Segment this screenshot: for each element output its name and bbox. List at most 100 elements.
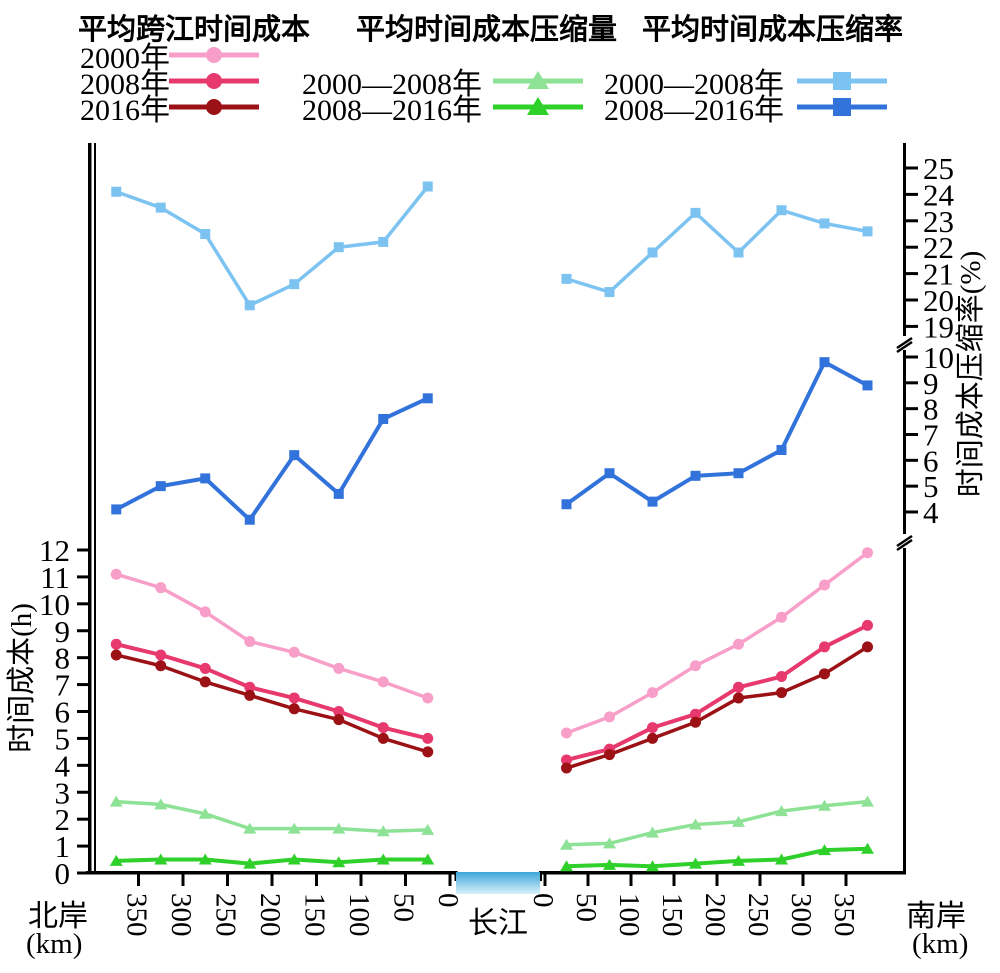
data-point xyxy=(378,413,389,424)
data-point xyxy=(819,668,830,680)
data-point xyxy=(333,488,344,499)
svg-text:7: 7 xyxy=(55,668,71,703)
data-point xyxy=(199,676,211,688)
series-平均时间成本压缩率-2000—2008年-south xyxy=(561,205,873,298)
data-point xyxy=(818,844,831,856)
data-point xyxy=(244,636,256,648)
data-point xyxy=(862,547,873,559)
svg-text:24: 24 xyxy=(923,177,955,212)
data-point xyxy=(732,815,745,827)
data-point xyxy=(733,681,744,693)
data-point xyxy=(733,247,744,258)
legend-item-label: 2000年 xyxy=(80,42,170,75)
svg-text:200: 200 xyxy=(699,893,731,937)
legend-item-label: 2008年 xyxy=(80,68,170,101)
data-point xyxy=(647,732,658,744)
svg-text:50: 50 xyxy=(388,893,420,922)
triangle-swatch xyxy=(493,97,583,115)
data-point xyxy=(421,853,435,865)
legend-header-cost: 平均跨江时间成本 xyxy=(78,14,311,46)
data-point xyxy=(861,795,874,807)
x-axis-north: 0 50 100 150 200 250 300 350 xyxy=(121,872,464,937)
data-point xyxy=(776,205,787,216)
svg-text:250: 250 xyxy=(210,893,242,937)
data-point xyxy=(332,822,346,834)
data-point xyxy=(333,714,345,726)
data-point xyxy=(199,606,211,618)
legend-item: 2008年 xyxy=(80,67,262,101)
legend-header-rate: 平均时间成本压缩率 xyxy=(642,14,904,46)
data-point xyxy=(775,805,788,817)
data-point xyxy=(333,662,345,674)
data-point xyxy=(422,393,433,404)
legend-item: 2016年 xyxy=(80,93,262,127)
series-平均时间成本压缩量-2008—2016年-south xyxy=(560,842,874,872)
data-point xyxy=(647,496,658,507)
svg-text:350: 350 xyxy=(828,893,860,937)
data-point xyxy=(776,444,787,455)
data-point xyxy=(333,706,345,717)
data-point xyxy=(733,468,744,479)
data-point xyxy=(377,722,389,734)
data-point xyxy=(560,838,573,850)
north-unit-label: (km) xyxy=(26,928,83,960)
series-平均跨江时间成本-2016年-south xyxy=(561,641,873,774)
square-swatch xyxy=(797,72,887,90)
data-point xyxy=(647,722,658,734)
legend-item-label: 2000—2008年 xyxy=(302,68,482,101)
data-point xyxy=(244,300,255,311)
svg-text:5: 5 xyxy=(923,469,939,504)
data-point xyxy=(819,641,830,653)
legend-item: 2000年 xyxy=(80,41,262,75)
data-point xyxy=(376,853,390,865)
data-point xyxy=(604,749,615,761)
data-point xyxy=(647,247,658,258)
svg-text:0: 0 xyxy=(432,893,464,908)
legend-item-label: 2008—2016年 xyxy=(302,94,482,127)
data-point xyxy=(561,273,572,284)
data-point xyxy=(819,357,830,368)
legend-item: 2008—2016年 xyxy=(302,93,586,127)
svg-text:50: 50 xyxy=(570,893,602,922)
data-point xyxy=(776,687,787,699)
data-point xyxy=(690,660,701,672)
north-bank-label: 北岸 xyxy=(28,900,88,933)
svg-text:10: 10 xyxy=(923,340,954,375)
data-point xyxy=(819,218,830,229)
data-point xyxy=(378,236,389,247)
data-point xyxy=(422,732,434,744)
svg-text:350: 350 xyxy=(121,893,153,937)
legend-item: 2000—2008年 xyxy=(302,67,586,101)
data-point xyxy=(604,287,615,298)
data-point xyxy=(376,825,390,837)
data-point xyxy=(861,842,874,854)
data-point xyxy=(690,716,701,728)
data-point xyxy=(333,242,344,253)
data-point xyxy=(110,638,122,650)
data-point xyxy=(604,468,615,479)
svg-text:300: 300 xyxy=(785,893,817,937)
svg-text:6: 6 xyxy=(55,695,71,730)
data-point xyxy=(819,579,830,591)
data-point xyxy=(603,837,616,849)
series-平均跨江时间成本-2008年-north xyxy=(110,638,434,744)
data-point xyxy=(288,703,300,715)
circle-swatch xyxy=(169,73,259,89)
data-point xyxy=(288,646,300,658)
svg-text:4: 4 xyxy=(55,748,71,783)
series-平均时间成本压缩率-2008—2016年-south xyxy=(561,357,873,510)
data-point xyxy=(111,186,122,197)
svg-text:100: 100 xyxy=(343,893,375,937)
svg-text:9: 9 xyxy=(923,366,939,401)
data-point xyxy=(733,638,744,650)
data-point xyxy=(862,641,873,653)
svg-text:4: 4 xyxy=(923,495,939,530)
svg-text:0: 0 xyxy=(55,856,71,891)
data-point xyxy=(689,818,702,830)
svg-text:12: 12 xyxy=(39,533,70,568)
data-point xyxy=(421,823,435,835)
svg-text:21: 21 xyxy=(923,257,954,292)
axes-frame xyxy=(86,143,906,894)
